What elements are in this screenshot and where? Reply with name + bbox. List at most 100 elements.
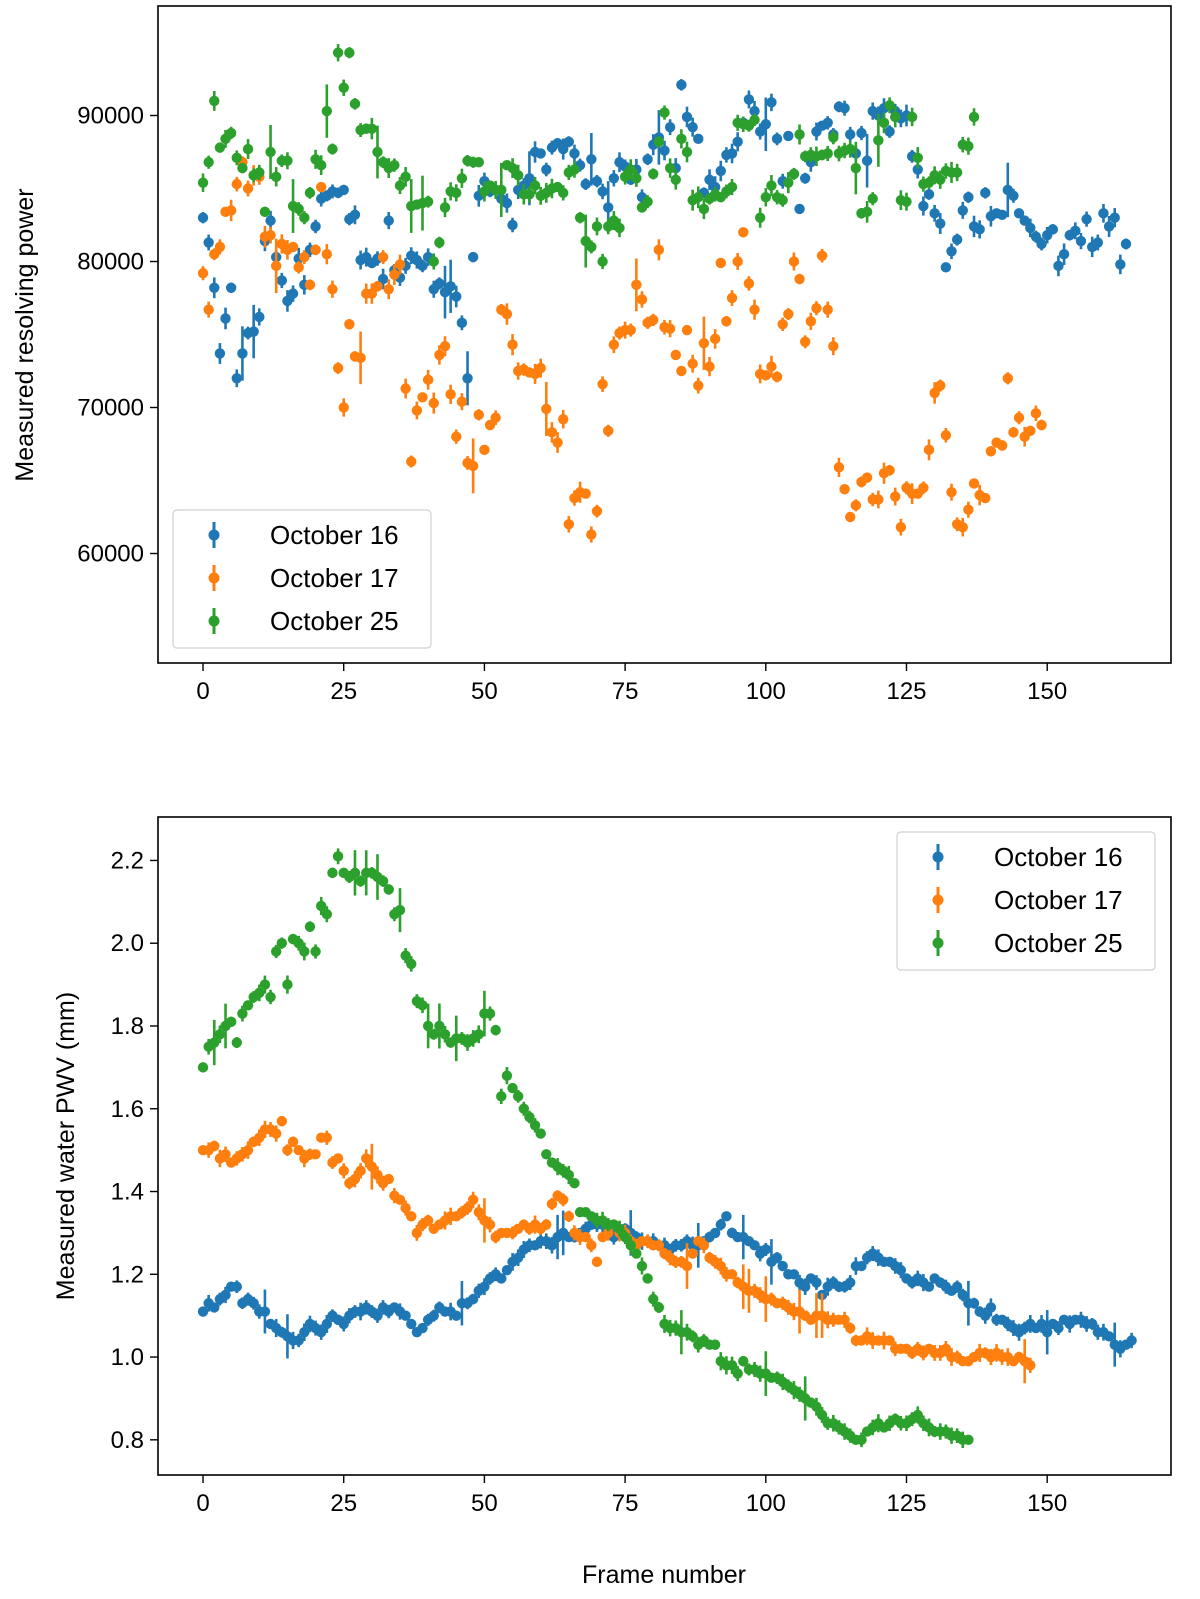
resolving-power-data-point — [214, 348, 226, 359]
pwv-data-point — [524, 1111, 535, 1123]
resolving-power-axes-frame — [157, 5, 1172, 664]
resolving-power-data-point — [580, 178, 591, 190]
resolving-power-data-point — [670, 174, 681, 185]
pwv-data-point — [490, 1024, 501, 1036]
resolving-power-data-point — [839, 484, 850, 495]
resolving-power-data-point — [873, 494, 884, 505]
pwv-data-point — [580, 1231, 591, 1243]
pwv-data-point — [321, 909, 333, 920]
pwv-data-point — [558, 1194, 569, 1205]
resolving-power-data-point — [344, 47, 355, 58]
pwv-data-point — [299, 946, 310, 957]
resolving-power-data-point — [951, 234, 963, 245]
resolving-power-data-point — [845, 143, 856, 155]
resolving-power-data-point — [597, 256, 608, 267]
resolving-power-data-point — [631, 173, 642, 184]
resolving-power-data-point — [996, 440, 1008, 451]
resolving-power-data-point — [912, 164, 923, 175]
pwv-data-point — [957, 1289, 968, 1301]
resolving-power-data-point — [276, 275, 288, 286]
pwv-data-point — [417, 1322, 428, 1334]
resolving-power-data-point — [316, 159, 327, 171]
pwv-data-point — [591, 1256, 603, 1268]
resolving-power-data-point — [563, 136, 575, 147]
resolving-power-data-point — [625, 324, 636, 336]
pwv-data-point — [209, 1037, 220, 1048]
pwv-y-ticks: 0.8 1.0 1.2 1.4 1.6 1.8 2.0 2.2 — [111, 847, 158, 1454]
resolving-power-data-point — [310, 221, 321, 232]
pwv-y-axis-label: Measured water PWV (mm) — [52, 992, 80, 1300]
pwv-series-october-16 — [197, 1210, 1137, 1367]
resolving-power-data-point — [496, 184, 507, 196]
resolving-power-data-point — [918, 482, 929, 493]
resolving-power-data-point — [726, 292, 738, 304]
pwv-data-point — [586, 1240, 597, 1251]
pwv-data-point — [563, 1169, 575, 1181]
pwv-data-point — [687, 1248, 698, 1259]
resolving-power-data-point — [749, 114, 760, 126]
pwv-data-point — [839, 1314, 850, 1326]
resolving-power-data-point — [676, 365, 687, 377]
pwv-data-point — [484, 1219, 496, 1230]
resolving-power-data-point — [338, 402, 349, 413]
resolving-power-data-point — [608, 173, 620, 184]
resolving-power-data-point — [648, 168, 659, 180]
resolving-power-data-point — [968, 111, 980, 123]
resolving-power-data-point — [541, 164, 552, 175]
pwv-data-point — [687, 1331, 698, 1342]
pwv-data-point — [259, 1306, 271, 1317]
resolving-power-data-point — [664, 162, 676, 174]
resolving-power-data-point — [383, 284, 394, 295]
resolving-power-data-point — [940, 430, 952, 441]
resolving-power-data-point — [225, 205, 237, 216]
resolving-power-data-point — [980, 187, 991, 199]
resolving-power-x-ticks: 0 25 50 75 100 125 150 — [196, 663, 1067, 705]
resolving-power-data-point — [687, 358, 698, 369]
pwv-data-point — [406, 958, 417, 970]
pwv-x-axis-label: Frame number — [582, 1561, 746, 1589]
resolving-power-data-point — [799, 173, 811, 184]
resolving-power-data-point — [839, 103, 850, 114]
resolving-power-data-point — [760, 119, 771, 130]
resolving-power-data-point — [270, 171, 282, 183]
pwv-legend: October 16 October 17 October 25 — [896, 831, 1156, 971]
pwv-data-point — [923, 1281, 935, 1292]
resolving-power-data-point — [209, 282, 220, 293]
resolving-power-data-point — [963, 504, 974, 515]
resolving-power-data-point — [479, 444, 490, 456]
resolving-power-data-point — [507, 219, 518, 231]
resolving-power-data-point — [845, 511, 856, 523]
pwv-data-point — [709, 1227, 721, 1239]
pwv-data-point — [349, 1173, 361, 1185]
resolving-power-data-point — [541, 403, 552, 415]
pwv-data-point — [231, 1281, 242, 1292]
resolving-power-data-point — [597, 186, 608, 197]
resolving-power-y-tick-label-1: 70000 — [77, 395, 144, 422]
pwv-data-point — [811, 1401, 822, 1412]
resolving-power-data-point — [445, 281, 456, 292]
resolving-power-data-point — [861, 472, 873, 483]
pwv-data-point — [563, 1211, 575, 1222]
pwv-data-point — [293, 1144, 304, 1156]
pwv-data-point — [1103, 1331, 1115, 1342]
pwv-y-tick-label-1: 1.0 — [111, 1344, 144, 1371]
resolving-power-legend-box — [172, 509, 432, 649]
resolving-power-data-point — [467, 251, 479, 263]
pwv-data-point — [760, 1244, 771, 1255]
resolving-power-data-point — [1008, 190, 1019, 201]
resolving-power-data-point — [225, 127, 237, 139]
resolving-power-data-point — [270, 260, 282, 272]
pwv-x-tick-label-150: 150 — [1027, 1490, 1067, 1517]
resolving-power-data-point — [451, 431, 462, 442]
resolving-power-data-point — [957, 205, 968, 216]
resolving-power-data-point — [299, 251, 310, 263]
pwv-x-tick-label-0: 0 — [196, 1490, 209, 1517]
resolving-power-data-point — [766, 180, 777, 191]
pwv-data-point — [749, 1240, 760, 1251]
pwv-data-point — [411, 1227, 423, 1239]
pwv-data-point — [642, 1273, 653, 1284]
resolving-power-data-point — [225, 282, 237, 293]
pwv-data-point — [428, 1029, 439, 1040]
pwv-data-point — [254, 1132, 265, 1143]
resolving-power-data-point — [878, 117, 890, 128]
